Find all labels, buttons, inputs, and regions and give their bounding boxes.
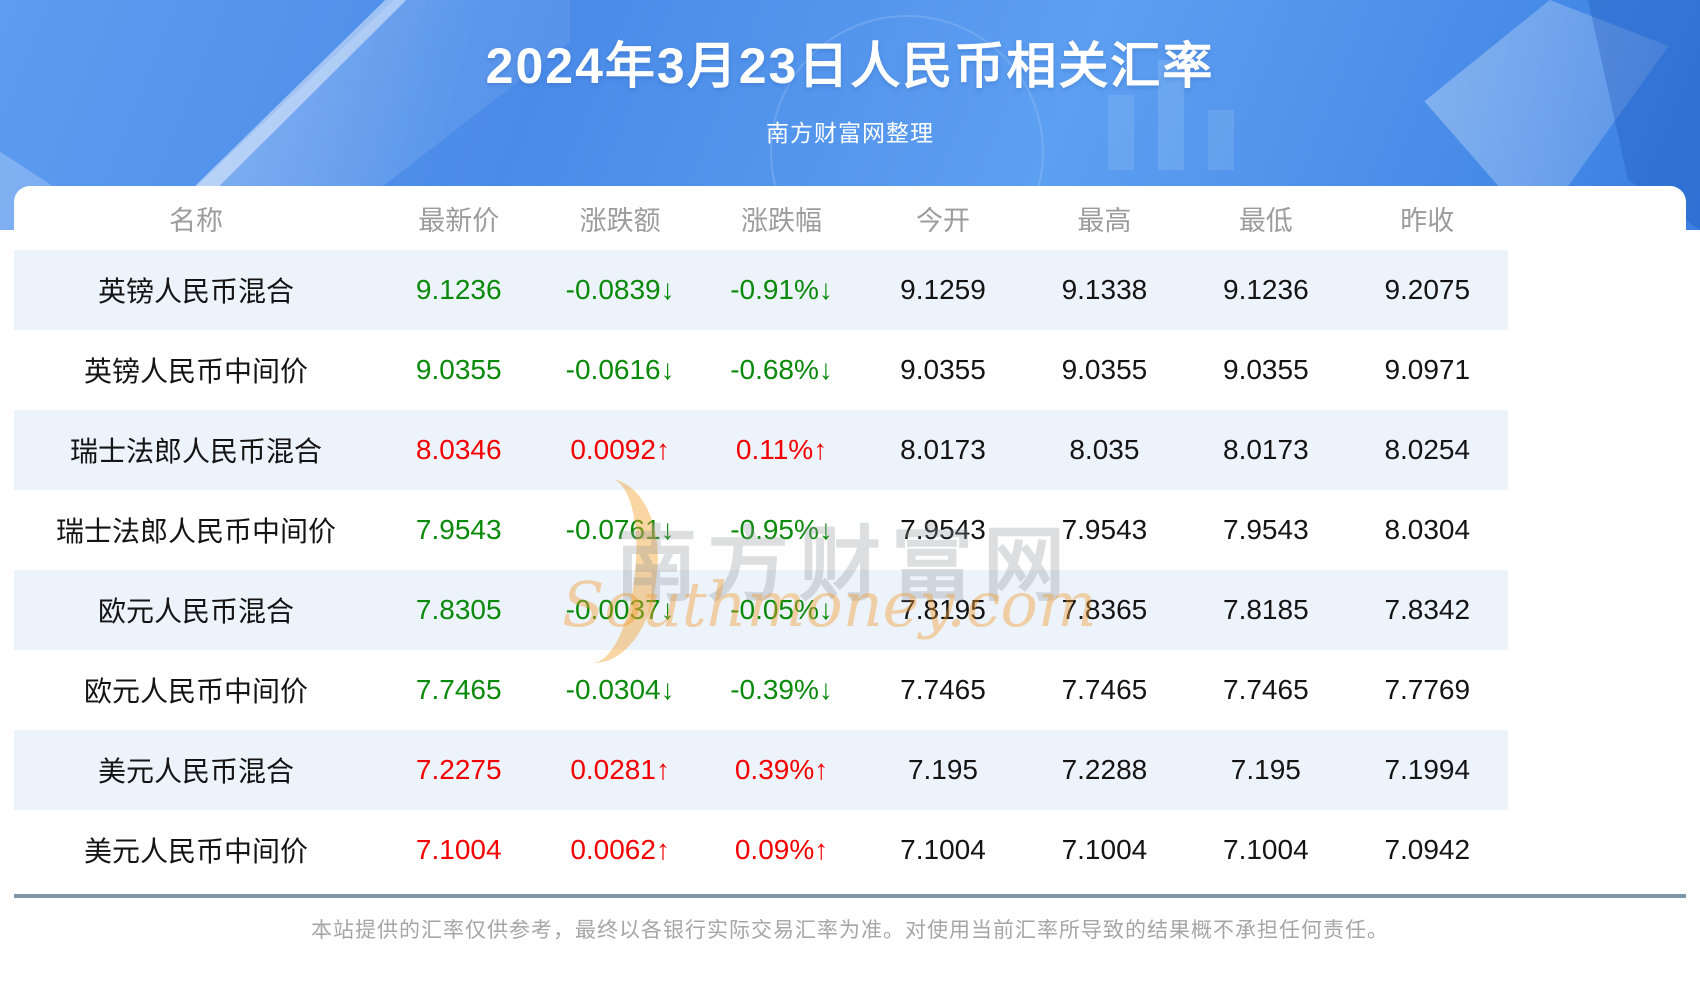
cell-open: 7.9543 [900,514,986,545]
deco-bar [1158,60,1184,170]
cell-open: 7.8195 [900,594,986,625]
cell-change: 0.0092↑ [570,434,670,465]
column-header: 昨收 [1400,205,1455,236]
table-row: 美元人民币混合 7.2275 0.0281↑ 0.39%↑ 7.195 7.2288 7.1… [14,730,1508,810]
cell-low: 9.0355 [1223,354,1309,385]
cell-change_pct: -0.91%↓ [730,274,833,305]
cell-name: 瑞士法郎人民币中间价 [55,516,336,547]
table-row: 英镑人民币混合 9.1236 -0.0839↓ -0.91%↓ 9.1259 9.1338… [14,250,1508,330]
cell-change: -0.0839↓ [565,274,675,305]
cell-prev_close: 9.2075 [1384,274,1471,305]
cell-low: 8.0173 [1223,434,1309,465]
cell-name: 美元人民币混合 [97,756,294,787]
cell-change_pct: 0.09%↑ [734,834,829,865]
table-row: 美元人民币中间价 7.1004 0.0062↑ 0.09%↑ 7.1004 7.1004 7… [14,810,1508,890]
cell-change: -0.0304↓ [565,674,675,705]
cell-latest: 7.1004 [415,834,502,865]
cell-change_pct: 0.11%↑ [735,434,828,465]
cell-low: 7.195 [1230,754,1301,785]
cell-change: -0.0616↓ [565,354,675,385]
cell-low: 7.9543 [1223,514,1309,545]
cell-open: 9.0355 [900,354,986,385]
cell-change_pct: -0.39%↓ [730,674,833,705]
table-row: 英镑人民币中间价 9.0355 -0.0616↓ -0.68%↓ 9.0355 9.035… [14,330,1508,410]
page-subtitle: 南方财富网整理 [766,120,934,146]
rates-table: 名称 最新价 涨跌额 涨跌幅 今开 最高 最低 昨收 英镑人民币混合 9.1236 -0.0839… [14,186,1508,890]
table-row: 欧元人民币中间价 7.7465 -0.0304↓ -0.39%↓ 7.7465 7.746… [14,650,1508,730]
cell-high: 7.8365 [1061,594,1148,625]
cell-latest: 7.9543 [415,514,502,545]
cell-open: 7.1004 [900,834,986,865]
cell-latest: 7.7465 [415,674,502,705]
cell-change: -0.0037↓ [565,594,675,625]
cell-name: 欧元人民币混合 [97,596,294,627]
table-row: 欧元人民币混合 7.8305 -0.0037↓ -0.05%↓ 7.8195 7.8365… [14,570,1508,650]
column-header: 最新价 [418,205,500,236]
page-title: 2024年3月23日人民币相关汇率 [485,38,1215,94]
column-header: 名称 [169,205,223,236]
table-row: 瑞士法郎人民币混合 8.0346 0.0092↑ 0.11%↑ 8.0173 8.035 8… [14,410,1508,490]
column-header: 涨跌幅 [741,205,823,236]
cell-name: 瑞士法郎人民币混合 [69,436,322,467]
cell-high: 8.035 [1069,434,1140,465]
cell-prev_close: 8.0254 [1384,434,1471,465]
cell-high: 7.2288 [1061,754,1148,785]
cell-change_pct: 0.39%↑ [734,754,829,785]
cell-latest: 9.0355 [415,354,502,385]
cell-high: 7.9543 [1061,514,1148,545]
cell-latest: 9.1236 [415,274,502,305]
cell-change: 0.0281↑ [570,754,670,785]
cell-low: 7.8185 [1223,594,1309,625]
column-header: 最高 [1077,205,1132,236]
cell-prev_close: 7.7769 [1384,674,1471,705]
cell-name: 美元人民币中间价 [83,836,308,867]
deco-bar [1208,110,1234,170]
cell-change_pct: -0.05%↓ [730,594,833,625]
cell-prev_close: 9.0971 [1384,354,1471,385]
column-header: 今开 [915,205,970,236]
cell-prev_close: 7.1994 [1384,754,1471,785]
table-header-row: 名称 最新价 涨跌额 涨跌幅 今开 最高 最低 昨收 [14,186,1508,250]
cell-open: 7.7465 [900,674,986,705]
cell-latest: 8.0346 [415,434,502,465]
cell-open: 8.0173 [900,434,986,465]
cell-low: 7.7465 [1223,674,1309,705]
cell-open: 9.1259 [900,274,986,305]
table-row: 瑞士法郎人民币中间价 7.9543 -0.0761↓ -0.95%↓ 7.9543 7.9… [14,490,1508,570]
cell-change: -0.0761↓ [565,514,675,545]
disclaimer-text: 本站提供的汇率仅供参考，最终以各银行实际交易汇率为准。对使用当前汇率所导致的结果… [311,919,1389,942]
cell-name: 英镑人民币中间价 [83,356,308,387]
cell-high: 9.1338 [1061,274,1148,305]
footer-divider [14,894,1686,898]
cell-open: 7.195 [907,754,979,785]
cell-low: 7.1004 [1223,834,1309,865]
cell-change_pct: -0.68%↓ [730,354,833,385]
cell-name: 英镑人民币混合 [97,276,294,307]
cell-high: 7.7465 [1061,674,1148,705]
column-header: 涨跌额 [579,205,661,236]
deco-bar [1108,95,1134,170]
cell-low: 9.1236 [1223,274,1309,305]
rates-card: 名称 最新价 涨跌额 涨跌幅 今开 最高 最低 昨收 英镑人民币混合 9.1236 -0.0839… [14,186,1686,1000]
cell-high: 9.0355 [1061,354,1148,385]
column-header: 最低 [1238,205,1293,236]
cell-prev_close: 7.8342 [1384,594,1471,625]
cell-latest: 7.8305 [415,594,502,625]
cell-prev_close: 8.0304 [1384,514,1471,545]
cell-change_pct: -0.95%↓ [730,514,833,545]
cell-latest: 7.2275 [415,754,502,785]
cell-name: 欧元人民币中间价 [83,676,308,707]
cell-high: 7.1004 [1061,834,1148,865]
cell-change: 0.0062↑ [570,834,670,865]
cell-prev_close: 7.0942 [1384,834,1471,865]
